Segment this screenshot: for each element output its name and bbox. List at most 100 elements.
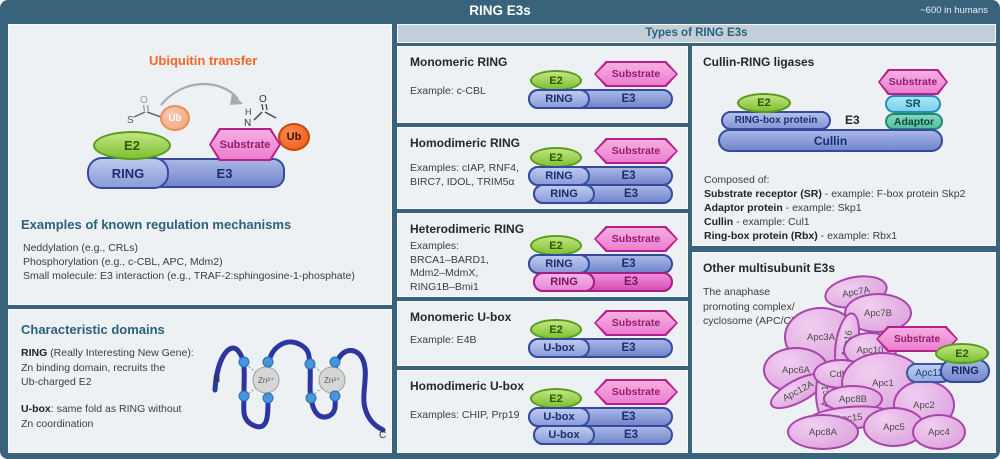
subunit-label: Apc4	[928, 426, 950, 438]
row-title: Homodimeric RING	[410, 136, 521, 150]
e3-label: E3	[621, 411, 636, 423]
atom-o-left: O	[140, 95, 148, 106]
e3-bar-second: U-box E3	[533, 425, 673, 445]
e2-label: E2	[549, 239, 563, 252]
adaptor-capsule: Adaptor	[885, 113, 943, 130]
apc11-label: Apc11	[915, 367, 943, 379]
composed-line: Cullin - example: Cul1	[704, 215, 810, 230]
subunit-label: Apc6A	[782, 364, 810, 376]
unit-label: RING	[550, 276, 578, 288]
cullin-label: Cullin	[813, 133, 848, 148]
ubox-line2: Zn coordination	[21, 417, 94, 430]
ring-term: RING	[21, 347, 48, 359]
ringbox-capsule: RING-box protein	[721, 111, 831, 130]
apc-subunit: Apc4	[912, 414, 966, 450]
e3-label: E3	[623, 188, 639, 200]
example-line: RING1B–Bmi1	[410, 280, 479, 293]
composed-bold: Substrate receptor (SR)	[704, 188, 822, 200]
e3-bar: U-box E3	[528, 407, 673, 427]
ubiquitin-transfer-title: Ubiquitin transfer	[149, 53, 258, 68]
ubox-term: U-box	[21, 403, 51, 415]
row-title: Homodimeric U-box	[410, 379, 525, 393]
e2-label: E2	[955, 347, 969, 360]
ring-domain-capsule: RING	[528, 166, 590, 186]
ring-line2: Zn binding domain, recruits the	[21, 361, 166, 374]
substrate-hexagon: Substrate	[209, 128, 281, 161]
row-examples: Examples: cIAP, RNF4, BIRC7, IDOL, TRIM5…	[410, 162, 540, 189]
substrate-hexagon: Substrate	[594, 138, 678, 164]
atom-h: H	[245, 107, 252, 117]
desc-line: promoting complex/	[703, 300, 795, 313]
substrate-label: Substrate	[888, 76, 938, 88]
ring-domain-label: RING	[111, 165, 145, 181]
multisubunit-panel: Other multisubunit E3s The anaphase prom…	[692, 252, 996, 453]
e2-label: E2	[124, 138, 140, 153]
unit-label: U-box	[543, 411, 575, 423]
e3-bar-partner: RING E3	[533, 272, 673, 292]
atom-s: S	[127, 115, 134, 126]
substrate-label: Substrate	[611, 317, 661, 329]
subunit-label: Apc3A	[807, 331, 835, 343]
e3-bar: RING E3	[528, 254, 673, 274]
e2-label: E2	[549, 323, 563, 336]
row-title: Monomeric U-box	[410, 310, 512, 324]
composed-rest: - example: Rbx1	[817, 230, 898, 242]
substrate-label: Substrate	[219, 138, 271, 151]
c-terminus-label: C	[379, 430, 386, 440]
type-row-monomeric-ubox: Monomeric U-box Example: E4B Substrate E…	[397, 301, 688, 366]
type-row-homodimeric-ubox: Homodimeric U-box Examples: CHIP, Prp19 …	[397, 370, 688, 453]
ring-domain-capsule: RING	[87, 157, 169, 189]
type-row-heterodimeric-ring: Heterodimeric RING Examples: BRCA1–BARD1…	[397, 213, 688, 297]
substrate-hexagon: Substrate	[594, 61, 678, 87]
regulation-heading: Examples of known regulation mechanisms	[21, 217, 292, 232]
substrate-label: Substrate	[611, 68, 661, 80]
ring-rest: (Really Interesting New Gene):	[47, 347, 194, 359]
ubox-rest: : same fold as RING without	[50, 403, 182, 415]
monomeric-ubox-diagram: Substrate E2 U-box E3	[528, 310, 678, 364]
apc-description: The anaphase promoting complex/ cyclosom…	[703, 285, 795, 329]
cullin-ring-panel: Cullin-RING ligases Substrate SR Adaptor…	[692, 46, 996, 246]
e3-label: E3	[621, 258, 636, 270]
atom-o-right: O	[259, 94, 267, 105]
sr-label: SR	[905, 98, 921, 110]
cullin-heading: Cullin-RING ligases	[703, 55, 815, 69]
ub-faded-label: Ub	[168, 112, 182, 124]
ubiquitin-transfer-panel: Ubiquitin transfer S O H N O Ub Ub E3	[8, 24, 392, 305]
type-row-homodimeric-ring: Homodimeric RING Examples: cIAP, RNF4, B…	[397, 127, 688, 209]
ring-domain-capsule: RING	[533, 272, 595, 292]
regulation-item: Small molecule: E3 interaction (e.g., TR…	[23, 270, 355, 282]
subunit-label: Apc8B	[839, 393, 867, 405]
substrate-label: Substrate	[611, 145, 661, 157]
composed-line: Ring-box protein (Rbx) - example: Rbx1	[704, 229, 897, 244]
n-terminus-label: N	[213, 374, 220, 385]
example-line: BRCA1–BARD1,	[410, 253, 489, 266]
ring-line3: Ub-charged E2	[21, 376, 92, 388]
e3-bar: RING E3	[528, 166, 673, 186]
apc-complex-diagram: Apc3A Apc6A Apc7A Apc7B Apc16 Apc10 Apc1…	[693, 253, 995, 452]
composed-line: Substrate receptor (SR) - example: F-box…	[704, 187, 965, 202]
subunit-label: Apc10	[856, 344, 884, 356]
substrate-label: Substrate	[611, 386, 661, 398]
e3-label: E3	[621, 93, 636, 105]
homodimeric-ubox-diagram: Substrate E2 U-box E3 U-box E3	[528, 379, 678, 447]
e3-label: E3	[623, 276, 639, 288]
arrowhead-icon	[230, 93, 243, 105]
e3-bar: U-box E3	[528, 338, 673, 358]
zinc-label: Zn²⁺	[324, 376, 340, 385]
e3-label: E3	[621, 170, 636, 182]
row-examples: Examples: BRCA1–BARD1, Mdm2–MdmX, RING1B…	[410, 240, 540, 294]
substrate-hexagon: Substrate	[594, 310, 678, 336]
substrate-label: Substrate	[893, 333, 941, 345]
example-line: BIRC7, IDOL, TRIM5α	[410, 175, 515, 188]
e3-bar-second: RING E3	[533, 184, 673, 204]
human-count-note: ~600 in humans	[920, 5, 988, 16]
e2-label: E2	[549, 392, 563, 405]
cullin-bar: Cullin	[718, 129, 943, 152]
desc-line: cyclosome (APC/C)	[703, 315, 795, 327]
composed-bold: Ring-box protein (Rbx)	[704, 230, 818, 242]
example-line: Mdm2–MdmX,	[410, 267, 479, 279]
homodimeric-ring-diagram: Substrate E2 RING E3 RING E3	[528, 138, 678, 206]
e3-annotation: E3	[845, 113, 860, 127]
row-title: Monomeric RING	[410, 55, 508, 69]
